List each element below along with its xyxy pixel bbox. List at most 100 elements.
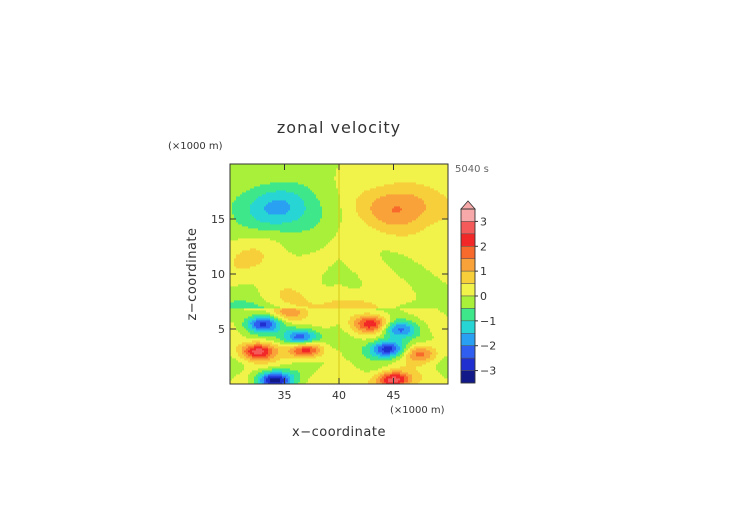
field-cell [340, 358, 343, 361]
field-cell [340, 350, 343, 353]
field-cell [434, 328, 437, 331]
field-cell [306, 348, 309, 351]
field-cell [320, 368, 323, 371]
field-cell [296, 354, 299, 357]
field-cell [418, 338, 421, 341]
field-cell [444, 330, 447, 333]
field-cell [364, 352, 367, 355]
field-cell [250, 322, 253, 325]
field-cell [244, 328, 247, 331]
field-cell [422, 326, 425, 329]
field-cell [270, 346, 273, 349]
field-cell [258, 366, 261, 369]
field-cell [404, 328, 407, 331]
field-cell [372, 370, 375, 373]
field-cell [304, 374, 307, 377]
field-cell [434, 360, 437, 363]
field-cell [258, 332, 261, 335]
field-cell [314, 352, 317, 355]
field-cell [348, 344, 351, 347]
field-cell [322, 322, 325, 325]
field-cell [348, 326, 351, 329]
field-cell [256, 368, 259, 371]
field-cell [230, 362, 233, 365]
field-cell [230, 346, 233, 349]
field-cell [334, 340, 337, 343]
field-cell [366, 340, 369, 343]
field-cell [374, 330, 377, 333]
field-cell [270, 322, 273, 325]
field-cell [304, 368, 307, 371]
field-cell [402, 370, 405, 373]
field-cell [362, 330, 365, 333]
field-cell [402, 372, 405, 375]
field-cell [418, 346, 421, 349]
field-cell [336, 348, 339, 351]
field-cell [254, 380, 257, 383]
field-cell [304, 352, 307, 355]
field-cell [286, 334, 289, 337]
field-cell [270, 374, 273, 377]
field-cell [262, 334, 265, 337]
field-cell [256, 322, 259, 325]
field-cell [262, 360, 265, 363]
field-cell [334, 368, 337, 371]
field-cell [360, 328, 363, 331]
field-cell [238, 378, 241, 381]
field-cell [330, 370, 333, 373]
field-cell [326, 324, 329, 327]
field-cell [370, 382, 373, 384]
field-cell [312, 372, 315, 375]
field-cell [366, 324, 369, 327]
field-cell [240, 376, 243, 379]
field-cell [384, 340, 387, 343]
field-cell [388, 378, 391, 381]
field-cell [256, 346, 259, 349]
field-cell [280, 372, 283, 375]
field-cell [348, 352, 351, 355]
field-cell [382, 370, 385, 373]
field-cell [246, 382, 249, 384]
field-cell [432, 378, 435, 381]
field-cell [406, 362, 409, 365]
field-cell [428, 352, 431, 355]
field-cell [430, 370, 433, 373]
field-cell [304, 358, 307, 361]
field-cell [414, 328, 417, 331]
field-cell [430, 366, 433, 369]
field-cell [428, 344, 431, 347]
field-cell [310, 328, 313, 331]
field-cell [250, 332, 253, 335]
field-cell [328, 340, 331, 343]
field-cell [412, 362, 415, 365]
field-cell [378, 342, 381, 345]
field-cell [316, 370, 319, 373]
field-cell [280, 340, 283, 343]
field-cell [258, 338, 261, 341]
field-cell [248, 374, 251, 377]
field-cell [426, 378, 429, 381]
field-cell [270, 336, 273, 339]
field-cell [324, 336, 327, 339]
field-cell [326, 342, 329, 345]
field-cell [438, 348, 441, 351]
field-cell [336, 346, 339, 349]
field-cell [276, 372, 279, 375]
field-cell [320, 366, 323, 369]
field-cell [356, 330, 359, 333]
field-cell [384, 328, 387, 331]
field-cell [276, 344, 279, 347]
field-cell [352, 338, 355, 341]
field-cell [272, 372, 275, 375]
field-cell [362, 360, 365, 363]
field-cell [248, 342, 251, 345]
field-cell [400, 368, 403, 371]
field-cell [290, 338, 293, 341]
field-cell [394, 338, 397, 341]
field-cell [382, 326, 385, 329]
field-cell [408, 356, 411, 359]
field-cell [374, 336, 377, 339]
field-cell [420, 342, 423, 345]
field-cell [368, 338, 371, 341]
field-cell [276, 358, 279, 361]
